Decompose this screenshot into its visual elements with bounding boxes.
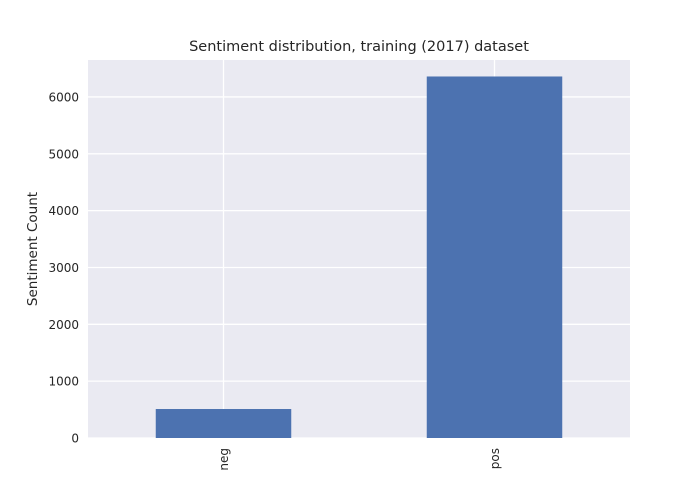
bar-pos (426, 76, 563, 439)
x-tick-label: neg (217, 448, 231, 471)
x-tick-label: pos (488, 448, 502, 469)
bars (155, 76, 563, 439)
bar-neg (155, 409, 292, 438)
y-tick-label: 5000 (48, 147, 79, 161)
x-axis-ticks: neg pos (217, 448, 502, 471)
y-axis-label: Sentiment Count (25, 192, 41, 306)
y-tick-label: 6000 (48, 90, 79, 104)
chart-title: Sentiment distribution, training (2017) … (189, 39, 529, 55)
y-axis-ticks: 0 1000 2000 3000 4000 5000 6000 (48, 90, 79, 445)
y-tick-label: 3000 (48, 261, 79, 275)
y-tick-label: 4000 (48, 204, 79, 218)
y-tick-label: 0 (71, 432, 79, 446)
y-tick-label: 2000 (48, 318, 79, 332)
y-tick-label: 1000 (48, 375, 79, 389)
